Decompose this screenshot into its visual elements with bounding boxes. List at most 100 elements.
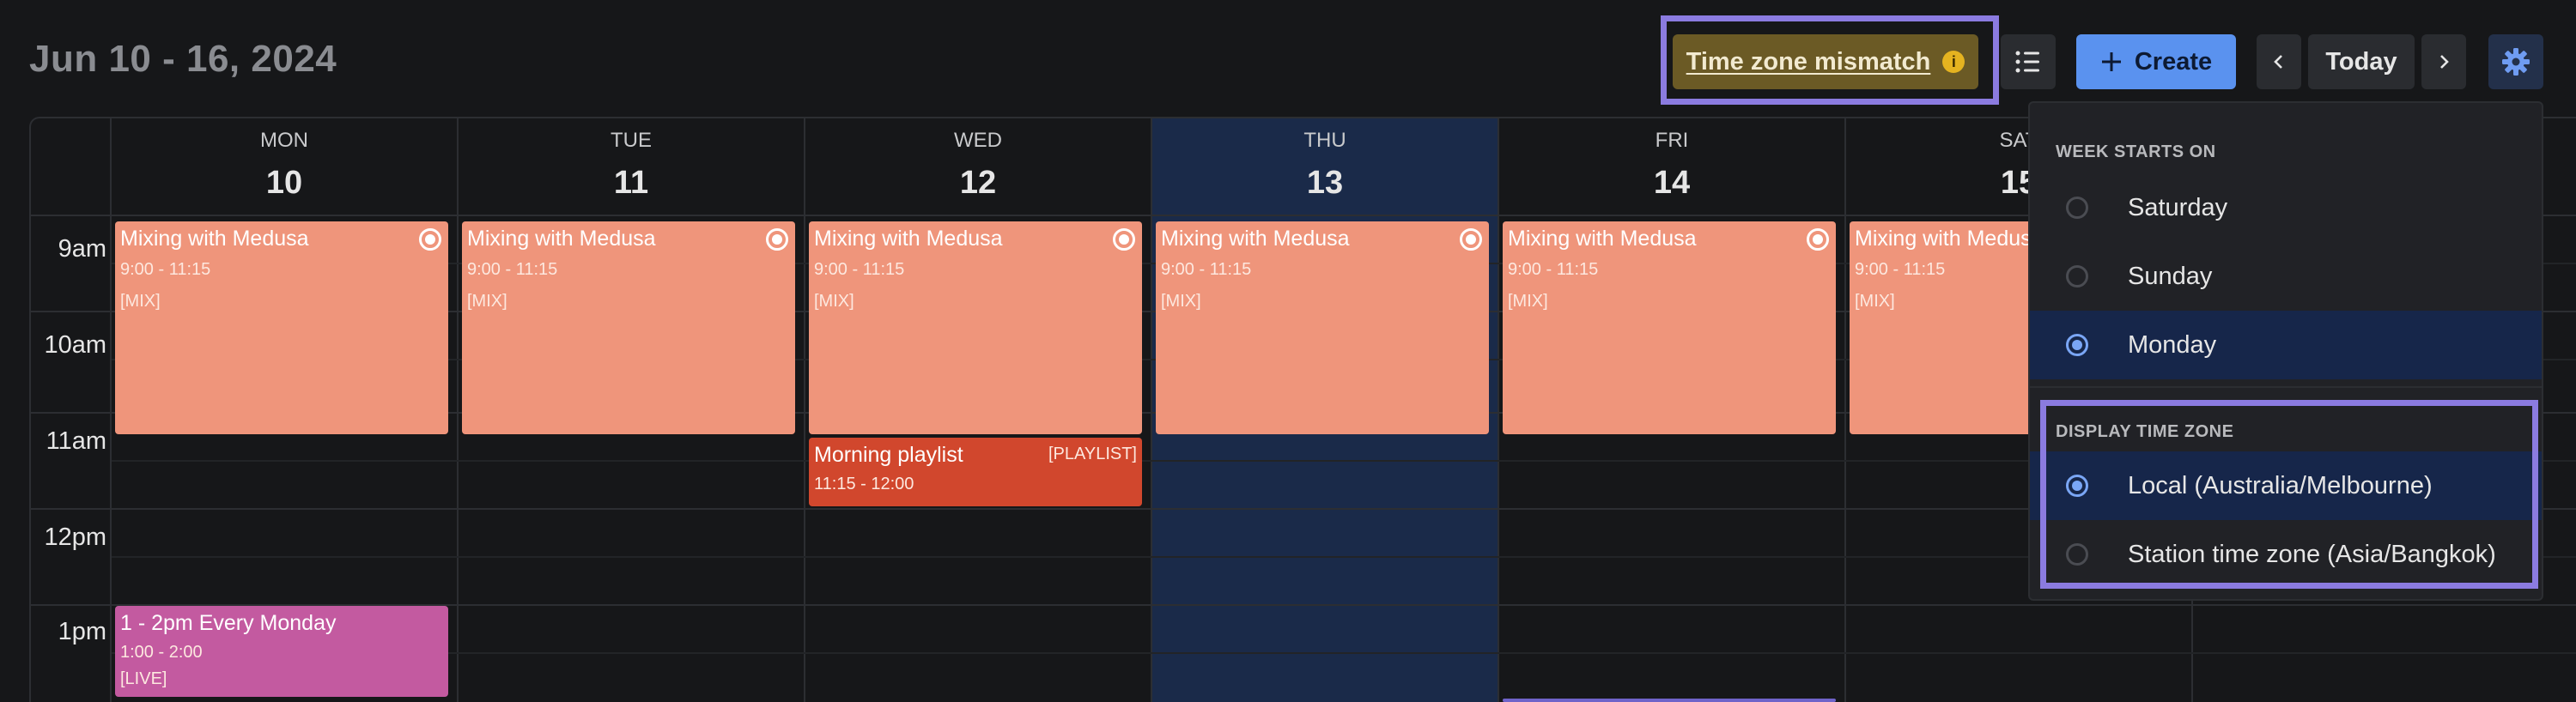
event-title: 1 - 2pm Every Monday [120, 611, 337, 635]
create-button[interactable]: Create [2076, 34, 2236, 89]
event-tag: [MIX] [1855, 292, 1895, 311]
column-divider [1151, 118, 1152, 702]
event-time: 9:00 - 11:15 [1161, 260, 1252, 279]
event-title: Mixing with Medusa [1161, 227, 1350, 251]
event-title: Mixing with Medusa [1855, 227, 2044, 251]
event-time: 11:15 - 12:00 [814, 475, 914, 493]
event-mixing-fri[interactable]: Mixing with Medusa 9:00 - 11:15 [MIX] [1503, 221, 1836, 434]
previous-week-button[interactable] [2257, 34, 2301, 89]
page-title: Jun 10 - 16, 2024 [29, 38, 337, 80]
event-mixing-thu[interactable]: Mixing with Medusa 9:00 - 11:15 [MIX] [1156, 221, 1489, 434]
timezone-option-local[interactable]: Local (Australia/Melbourne) [2030, 451, 2542, 520]
radio-button [2066, 334, 2088, 356]
radio-button [2066, 265, 2088, 287]
column-divider [457, 118, 459, 702]
time-label: 10am [44, 331, 106, 359]
create-label: Create [2134, 47, 2213, 76]
day-header-fri[interactable]: FRI 14 [1499, 118, 1846, 215]
event-tag: [PLAYLIST] [1048, 445, 1137, 463]
event-title: Mixing with Medusa [467, 227, 656, 251]
week-starts-heading: WEEK STARTS ON [2056, 142, 2216, 161]
info-icon: i [1942, 51, 1965, 73]
recurring-icon [1807, 228, 1829, 251]
display-timezone-heading: DISPLAY TIME ZONE [2056, 422, 2234, 441]
event-edge [1503, 699, 1836, 702]
settings-button[interactable] [2488, 34, 2543, 89]
day-header-thu[interactable]: THU 13 [1152, 118, 1499, 215]
recurring-icon [419, 228, 441, 251]
recurring-icon [766, 228, 788, 251]
week-option-monday[interactable]: Monday [2030, 311, 2542, 379]
day-of-week: MON [260, 129, 308, 152]
gear-icon [2502, 48, 2530, 76]
column-divider [110, 118, 112, 702]
event-live-monday[interactable]: 1 - 2pm Every Monday 1:00 - 2:00 [LIVE] [115, 606, 448, 697]
event-title: Mixing with Medusa [120, 227, 309, 251]
day-of-week: WED [954, 129, 1002, 152]
chevron-left-icon [2274, 55, 2282, 69]
radio-button [2066, 197, 2088, 219]
next-week-button[interactable] [2421, 34, 2466, 89]
option-label: Station time zone (Asia/Bangkok) [2128, 540, 2496, 568]
day-number: 11 [613, 165, 649, 201]
day-number: 12 [959, 165, 997, 201]
time-label: 1pm [58, 618, 106, 645]
recurring-icon [1113, 228, 1135, 251]
event-mixing-tue[interactable]: Mixing with Medusa 9:00 - 11:15 [MIX] [462, 221, 795, 434]
hour-line [31, 508, 2576, 510]
day-number: 10 [265, 165, 303, 201]
column-divider [1498, 118, 1499, 702]
list-icon [2015, 51, 2039, 73]
hour-line [31, 215, 2576, 216]
time-label: 11am [46, 427, 106, 455]
timezone-option-station[interactable]: Station time zone (Asia/Bangkok) [2030, 520, 2542, 589]
hour-line [31, 604, 2576, 606]
list-view-button[interactable] [2001, 34, 2056, 89]
event-tag: [MIX] [1508, 292, 1548, 311]
radio-button [2066, 543, 2088, 566]
day-header-mon[interactable]: MON 10 [112, 118, 459, 215]
option-label: Local (Australia/Melbourne) [2128, 471, 2433, 499]
day-of-week: TUE [611, 129, 652, 152]
event-tag: [MIX] [1161, 292, 1201, 311]
plus-icon [2101, 52, 2121, 71]
today-button[interactable]: Today [2308, 34, 2415, 89]
column-divider [1844, 118, 1846, 702]
display-timezone-highlight [2040, 400, 2538, 589]
column-divider [804, 118, 805, 702]
event-time: 9:00 - 11:15 [1855, 260, 1946, 279]
settings-menu: WEEK STARTS ON Saturday Sunday Monday DI… [2028, 101, 2543, 601]
time-label: 9am [58, 235, 106, 263]
day-of-week: FRI [1655, 129, 1689, 152]
timezone-mismatch-label: Time zone mismatch [1686, 47, 1931, 76]
option-label: Monday [2128, 330, 2217, 359]
event-title: Morning playlist [814, 443, 963, 467]
half-hour-line [112, 652, 2576, 654]
radio-button [2066, 475, 2088, 497]
event-mixing-mon[interactable]: Mixing with Medusa 9:00 - 11:15 [MIX] [115, 221, 448, 434]
event-title: Mixing with Medusa [1508, 227, 1697, 251]
event-morning-playlist[interactable]: Morning playlist 11:15 - 12:00 [PLAYLIST… [809, 438, 1142, 506]
day-header-wed[interactable]: WED 12 [805, 118, 1152, 215]
event-time: 1:00 - 2:00 [120, 643, 203, 662]
half-hour-line [112, 556, 2576, 558]
event-tag: [LIVE] [120, 669, 167, 688]
event-mixing-wed[interactable]: Mixing with Medusa 9:00 - 11:15 [MIX] [809, 221, 1142, 434]
event-time: 9:00 - 11:15 [120, 260, 211, 279]
day-number: 13 [1306, 165, 1344, 201]
week-grid [29, 117, 2576, 702]
option-label: Sunday [2128, 262, 2213, 290]
timezone-mismatch-highlight [1661, 15, 1999, 105]
week-option-sunday[interactable]: Sunday [2030, 242, 2542, 311]
timezone-mismatch-button[interactable]: Time zone mismatch i [1673, 34, 1978, 89]
chevron-right-icon [2440, 55, 2449, 69]
day-header-tue[interactable]: TUE 11 [459, 118, 805, 215]
event-time: 9:00 - 11:15 [467, 260, 558, 279]
recurring-icon [1460, 228, 1482, 251]
half-hour-line [112, 460, 2576, 462]
day-of-week: THU [1303, 129, 1346, 152]
event-tag: [MIX] [120, 292, 161, 311]
day-number: 14 [1653, 165, 1691, 201]
week-option-saturday[interactable]: Saturday [2030, 173, 2542, 242]
event-title: Mixing with Medusa [814, 227, 1003, 251]
